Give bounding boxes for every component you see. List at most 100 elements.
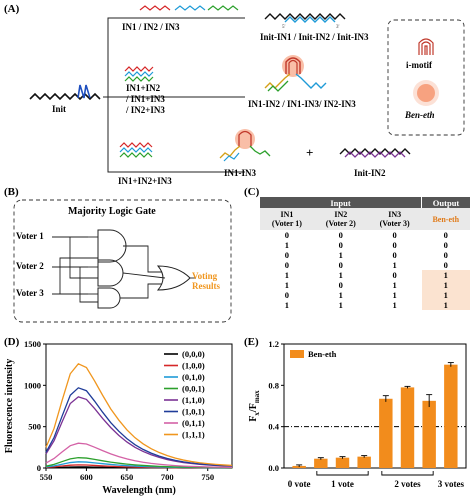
panel-d-letter: (D)	[4, 336, 20, 348]
output-cell: 1	[421, 280, 470, 290]
input-cell: 1	[338, 270, 343, 280]
normalized-fluorescence-bar-chart: 0.0 0.4 0.8 1.2 Fx/Fmax Ben-eth 0 vote 1 vote 2 …	[248, 339, 467, 489]
or-gate	[156, 265, 191, 291]
input-cell: 0	[338, 280, 343, 290]
panel-a-diagram: 5' 3'	[29, 5, 465, 173]
y-tick-label-e: 1.2	[268, 339, 279, 349]
bar	[422, 400, 436, 468]
and-gate-3	[97, 287, 121, 309]
truth-table-row: 0 0 1 0	[260, 260, 470, 270]
input-cell: 0	[284, 260, 290, 270]
output-cell: 0	[443, 230, 448, 240]
branch1-label: IN1 / IN2 / IN3	[122, 22, 180, 32]
branch3-label: IN1+IN2+IN3	[118, 176, 172, 186]
panel-c-letter: (C)	[244, 186, 260, 198]
input-cell: 1	[284, 300, 290, 310]
product1-label: Init-IN1 / Init-IN2 / Init-IN3	[260, 32, 369, 42]
y-axis-label-e: Fx/Fmax	[248, 390, 261, 422]
majority-logic-gate-diagram	[13, 199, 232, 323]
group-bracket	[381, 471, 434, 476]
init-blue-segment	[77, 84, 91, 99]
output-cell: 0	[443, 250, 448, 260]
y-tick-label-d: 1500	[24, 339, 41, 349]
legend-label-d: (1,0,0)	[182, 361, 205, 371]
col-header-in3: IN3 (Voter 3)	[379, 210, 410, 228]
logic-gate-title: Majority Logic Gate	[68, 206, 156, 217]
input-cell: 0	[338, 230, 343, 240]
truth-table-row: 0 1 0 0	[260, 250, 470, 260]
x-tick-label-d: 550	[40, 472, 53, 482]
beneth-icon	[417, 84, 435, 102]
group-label: 1 vote	[331, 479, 354, 489]
legend-label-d: (0,1,0)	[182, 372, 205, 382]
bar	[292, 465, 306, 468]
bar	[314, 458, 328, 468]
x-tick-label-d: 600	[80, 472, 93, 482]
branch3-strands	[119, 142, 153, 158]
output-cell: 1	[421, 300, 470, 310]
y-axis-label-d: Fluorescence intensity	[4, 359, 15, 454]
legend-label-d: (1,1,1)	[182, 430, 205, 440]
imotif-icon	[418, 38, 434, 55]
truth-table-row: 1 0 0 0	[260, 240, 470, 250]
x-tick-label-d: 650	[120, 472, 133, 482]
input-cell: 0	[284, 230, 290, 240]
legend-label-d: (1,0,1)	[182, 407, 205, 417]
input-cell: 0	[392, 250, 397, 260]
y-tick-label-d: 500	[28, 422, 41, 432]
output-cell: 0	[443, 260, 448, 270]
product3b-label: Init-IN2	[354, 168, 386, 178]
input-cell: 1	[284, 270, 290, 280]
bar	[400, 387, 415, 468]
input-cell: 0	[392, 240, 397, 250]
input-cell: 0	[284, 250, 290, 260]
input-cell: 0	[338, 260, 343, 270]
spectrum-line	[45, 442, 233, 468]
product2-duplex-imotif	[264, 55, 327, 92]
input-cell: 1	[392, 290, 397, 300]
branch2-strands	[124, 66, 154, 82]
legend-label-e: Ben-eth	[308, 349, 337, 359]
legend-swatch-e	[290, 350, 304, 358]
truth-table-row: 0 0 0 0	[260, 230, 470, 240]
output-cell: 1	[421, 270, 470, 280]
group-label: 3 votes	[438, 479, 465, 489]
y-tick-label-e: 0.8	[268, 380, 279, 390]
branch2-label: IN1+IN2 / IN1+IN3 / IN2+IN3	[126, 83, 165, 115]
y-tick-label-d: 0	[37, 463, 41, 473]
input-cell: 0	[392, 270, 397, 280]
input-cell: 1	[284, 280, 290, 290]
truth-table: Input Output IN1 (Voter 1) IN2 (Voter 2) I…	[260, 197, 470, 310]
spectrum-line	[45, 363, 233, 467]
group-label: 2 votes	[394, 479, 421, 489]
legend-label-d: (1,1,0)	[182, 395, 205, 405]
input-cell: 1	[392, 280, 397, 290]
svg-text:3': 3'	[336, 25, 340, 30]
bar	[444, 364, 458, 468]
output-header: Output	[421, 197, 470, 208]
product2-label: IN1-IN2 / IN1-IN3/ IN2-IN3	[248, 99, 356, 109]
y-tick-label-e: 0.0	[268, 463, 279, 473]
col-header-output: Ben-eth	[432, 214, 460, 224]
output-cell: 1	[421, 290, 470, 300]
input-cell: 1	[338, 250, 343, 260]
fluorescence-spectra-chart: 0 500 1000 1500 550 600 650 700 750 Wavelength (n…	[4, 339, 233, 496]
legend-label-d: (0,0,1)	[182, 384, 205, 394]
svg-text:5': 5'	[282, 25, 286, 30]
product1-duplex: 5' 3'	[264, 13, 346, 30]
legend-imotif-label: i-motif	[406, 60, 432, 70]
input-header: Input	[260, 197, 423, 208]
spectrum-line	[45, 387, 233, 467]
voter-3-label: Voter 3	[16, 288, 44, 298]
col-header-in2: IN2 (Voter 2)	[325, 210, 356, 228]
y-tick-label-e: 0.4	[268, 422, 279, 432]
input-cell: 1	[284, 240, 290, 250]
product3b-duplex	[339, 148, 411, 158]
branch-lines	[103, 17, 245, 98]
panel-a-legend-box	[387, 19, 465, 136]
group-bracket	[316, 471, 369, 476]
group-label: 0 vote	[288, 479, 311, 489]
bar	[335, 457, 350, 468]
output-cell: 0	[443, 240, 448, 250]
init-strand	[29, 92, 101, 101]
